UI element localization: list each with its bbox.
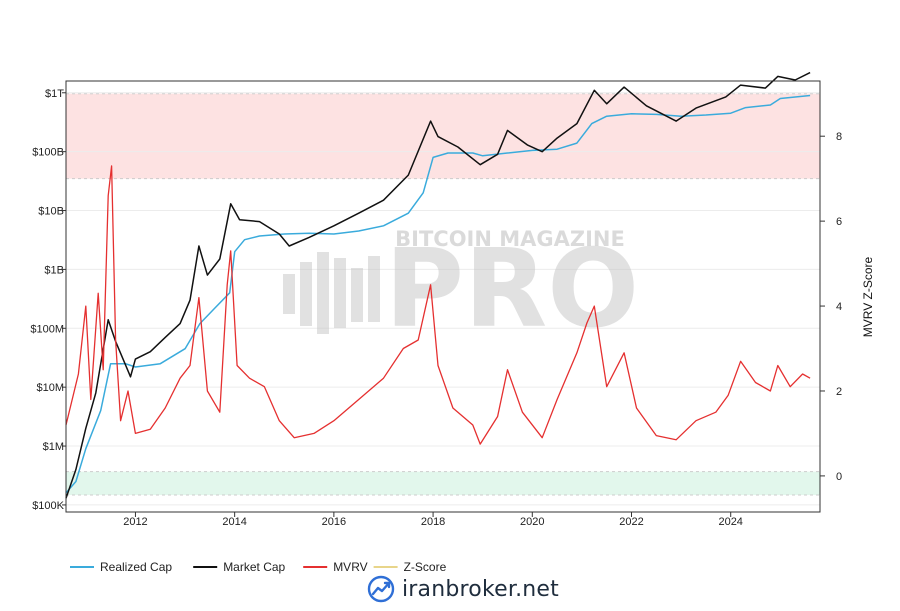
watermark: BITCOIN MAGAZINE PRO	[283, 227, 639, 352]
series-layer	[65, 71, 811, 499]
series-mvrv	[65, 165, 811, 445]
zones-layer	[66, 93, 820, 496]
y-right-tick-label: 6	[836, 216, 842, 228]
x-axis: 2012 2014 2016 2018 2020 2022 2024	[123, 512, 743, 528]
x-tick-label: 2016	[322, 516, 346, 528]
x-tick-label: 2018	[421, 516, 445, 528]
x-tick-label: 2012	[123, 516, 147, 528]
y-left-tick-label: $1T	[45, 88, 64, 100]
y-left-tick-label: $100K	[32, 500, 64, 512]
brand-text: iranbroker.net	[402, 576, 559, 602]
watermark-line2: PRO	[385, 227, 639, 352]
y-right-tick-label: 8	[836, 131, 842, 143]
y-axis-right-label: MVRV Z-Score	[861, 256, 875, 337]
series-market-cap	[65, 71, 811, 499]
y-right-tick-label: 4	[836, 301, 842, 313]
watermark-line1: BITCOIN MAGAZINE	[395, 227, 625, 251]
x-tick-label: 2020	[520, 516, 544, 528]
grid-layer	[66, 92, 820, 506]
brand-watermark: iranbroker.net	[366, 574, 559, 604]
y-axis-left: $100K $1M $10M $100M $1B $10B $100B $1T	[30, 88, 66, 512]
y-left-tick-label: $10M	[36, 382, 64, 394]
y-left-tick-label: $100M	[30, 323, 64, 335]
x-tick-label: 2014	[222, 516, 246, 528]
legend-label: Market Cap	[223, 560, 285, 574]
legend-label: Realized Cap	[100, 560, 172, 574]
x-tick-label: 2022	[619, 516, 643, 528]
y-left-tick-label: $1B	[44, 264, 64, 276]
plot-frame	[65, 80, 821, 513]
legend-label: MVRV	[333, 560, 367, 574]
y-axis-right: 0 2 4 6 8	[820, 131, 842, 483]
x-tick-label: 2024	[718, 516, 742, 528]
trend-chart-icon	[367, 575, 395, 603]
zone-undervalued	[66, 471, 820, 496]
legend-label: Z-Score	[404, 560, 447, 574]
y-left-tick-label: $1M	[43, 441, 64, 453]
watermark-bars-logo	[283, 252, 380, 334]
legend: Realized Cap Market Cap MVRV Z-Score	[70, 560, 447, 574]
zone-overvalued	[66, 93, 820, 179]
y-right-tick-label: 0	[836, 471, 842, 483]
y-left-tick-label: $100B	[32, 147, 64, 159]
y-right-tick-label: 2	[836, 386, 842, 398]
y-left-tick-label: $10B	[38, 206, 64, 218]
